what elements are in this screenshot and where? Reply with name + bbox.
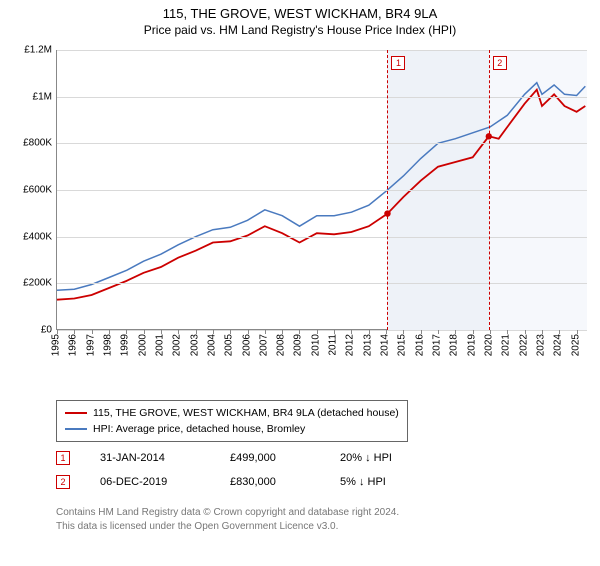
legend-swatch	[65, 412, 87, 414]
x-tick-label: 2018	[449, 334, 460, 356]
x-tick-label: 1998	[102, 334, 113, 356]
x-tick-label: 2012	[345, 334, 356, 356]
x-tick-label: 2022	[518, 334, 529, 356]
x-tick-label: 2009	[293, 334, 304, 356]
event-index-box: 2	[56, 475, 70, 489]
x-tick-label: 2015	[397, 334, 408, 356]
event-delta: 20% ↓ HPI	[340, 452, 392, 464]
x-tick-label: 2025	[570, 334, 581, 356]
y-tick-label: £600K	[8, 185, 52, 196]
x-tick-label: 2013	[362, 334, 373, 356]
legend-item: 115, THE GROVE, WEST WICKHAM, BR4 9LA (d…	[65, 405, 399, 421]
x-tick-label: 2020	[484, 334, 495, 356]
x-tick-label: 2010	[310, 334, 321, 356]
event-marker-box: 2	[493, 56, 507, 70]
x-tick-label: 1995	[51, 334, 62, 356]
legend-item: HPI: Average price, detached house, Brom…	[65, 421, 399, 437]
x-tick-label: 2014	[380, 334, 391, 356]
x-tick-label: 2007	[258, 334, 269, 356]
attribution-line-1: Contains HM Land Registry data © Crown c…	[56, 506, 399, 520]
plot: 12	[56, 50, 586, 330]
x-tick-label: 2000	[137, 334, 148, 356]
legend-label: HPI: Average price, detached house, Brom…	[93, 421, 305, 437]
event-marker-box: 1	[391, 56, 405, 70]
y-tick-label: £0	[8, 325, 52, 336]
x-tick-label: 2016	[414, 334, 425, 356]
x-tick-label: 2011	[328, 334, 339, 356]
attribution: Contains HM Land Registry data © Crown c…	[56, 506, 399, 534]
y-tick-label: £200K	[8, 278, 52, 289]
legend-label: 115, THE GROVE, WEST WICKHAM, BR4 9LA (d…	[93, 405, 399, 421]
x-tick-label: 2002	[172, 334, 183, 356]
x-tick-label: 2008	[276, 334, 287, 356]
y-gridline	[57, 143, 587, 144]
x-tick-label: 2006	[241, 334, 252, 356]
x-tick-label: 1999	[120, 334, 131, 356]
y-tick-label: £1M	[8, 91, 52, 102]
event-price: £830,000	[230, 476, 310, 488]
event-row: 2 06-DEC-2019 £830,000 5% ↓ HPI	[56, 470, 392, 494]
event-vline	[489, 50, 490, 330]
x-tick-label: 2017	[432, 334, 443, 356]
y-tick-label: £800K	[8, 138, 52, 149]
x-tick-label: 2024	[553, 334, 564, 356]
y-gridline	[57, 97, 587, 98]
event-delta: 5% ↓ HPI	[340, 476, 386, 488]
event-price: £499,000	[230, 452, 310, 464]
x-tick-label: 2021	[501, 334, 512, 356]
event-table: 1 31-JAN-2014 £499,000 20% ↓ HPI 2 06-DEC-201…	[56, 446, 392, 494]
event-date: 31-JAN-2014	[100, 452, 200, 464]
event-date: 06-DEC-2019	[100, 476, 200, 488]
attribution-line-2: This data is licensed under the Open Gov…	[56, 520, 399, 534]
x-tick-label: 2004	[206, 334, 217, 356]
y-gridline	[57, 283, 587, 284]
x-tick-label: 2023	[535, 334, 546, 356]
event-index-box: 1	[56, 451, 70, 465]
x-tick-label: 1996	[68, 334, 79, 356]
x-tick-label: 2003	[189, 334, 200, 356]
x-tick-label: 2001	[154, 334, 165, 356]
x-tick-label: 1997	[85, 334, 96, 356]
chart-area: 12 £0£200K£400K£600K£800K£1M£1.2M1995199…	[12, 50, 588, 360]
chart-title: 115, THE GROVE, WEST WICKHAM, BR4 9LA	[0, 6, 600, 21]
legend: 115, THE GROVE, WEST WICKHAM, BR4 9LA (d…	[56, 400, 408, 442]
y-tick-label: £1.2M	[8, 45, 52, 56]
series-line-hpi	[57, 83, 585, 291]
event-vline	[387, 50, 388, 330]
event-row: 1 31-JAN-2014 £499,000 20% ↓ HPI	[56, 446, 392, 470]
y-gridline	[57, 237, 587, 238]
y-tick-label: £400K	[8, 231, 52, 242]
series-line-property	[57, 90, 585, 300]
y-gridline	[57, 50, 587, 51]
y-gridline	[57, 190, 587, 191]
legend-swatch	[65, 428, 87, 430]
x-tick-label: 2005	[224, 334, 235, 356]
chart-subtitle: Price paid vs. HM Land Registry's House …	[0, 23, 600, 37]
x-tick-label: 2019	[466, 334, 477, 356]
